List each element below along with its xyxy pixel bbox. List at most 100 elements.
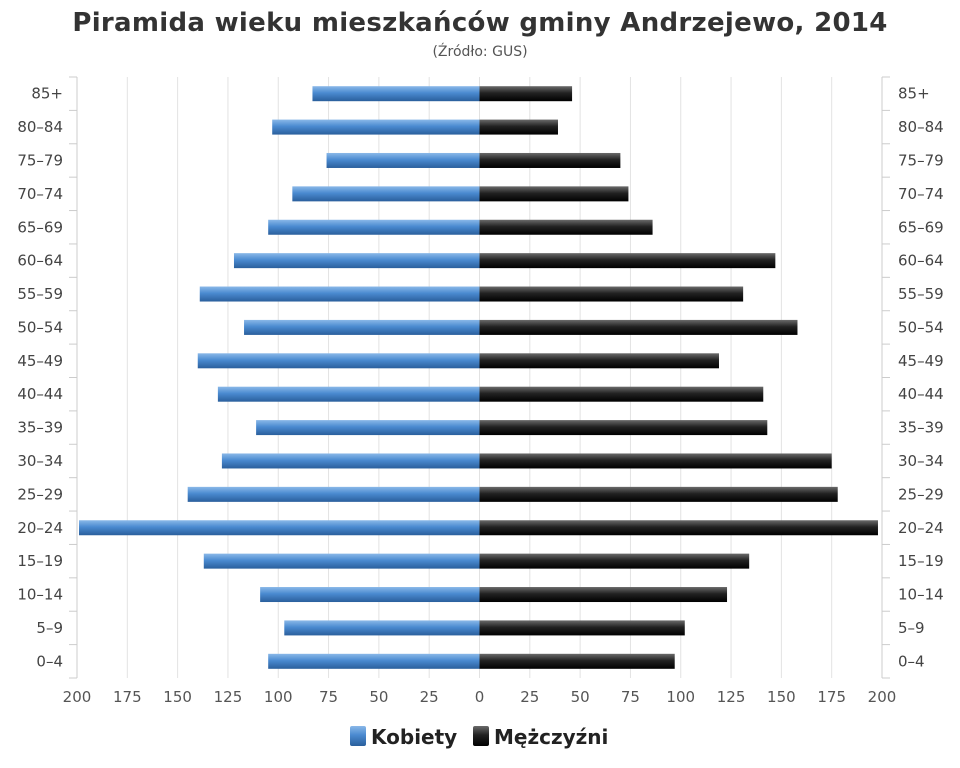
x-tick-label: 75 (621, 688, 640, 706)
x-tick-label: 200 (868, 688, 897, 706)
category-label-right: 45–49 (898, 352, 944, 370)
category-label-left: 30–34 (17, 452, 63, 470)
category-label-left: 25–29 (17, 485, 63, 503)
x-tick-label: 50 (571, 688, 590, 706)
bar-kobiety (217, 386, 480, 402)
axis-labels: 200 175 150 125 100 75 50 25 0 25 50 75 100 125 150 175… (17, 85, 943, 706)
category-label-left: 5–9 (36, 619, 63, 637)
category-label-left: 55–59 (17, 285, 63, 303)
x-tick-label: 175 (113, 688, 142, 706)
bar-kobiety (268, 653, 480, 669)
bar-kobiety (187, 486, 480, 502)
bar-kobiety (326, 152, 480, 168)
bar-mezczyzni (479, 319, 798, 335)
bar-mezczyzni (479, 219, 653, 235)
x-tick-label: 150 (767, 688, 796, 706)
bar-kobiety (256, 420, 480, 436)
bar-mezczyzni (479, 119, 558, 135)
category-label-left: 65–69 (17, 218, 63, 236)
legend[interactable]: Kobiety Mężczyźni (350, 725, 608, 749)
category-label-left: 15–19 (17, 552, 63, 570)
chart-subtitle: (Źródło: GUS) (432, 44, 528, 60)
bar-kobiety (268, 219, 480, 235)
bar-kobiety (260, 587, 480, 603)
bar-mezczyzni (479, 453, 832, 469)
category-label-left: 40–44 (17, 385, 63, 403)
category-label-right: 65–69 (898, 218, 944, 236)
bar-kobiety (284, 620, 480, 636)
category-label-right: 55–59 (898, 285, 944, 303)
category-label-right: 0–4 (898, 652, 925, 670)
category-label-right: 25–29 (898, 485, 944, 503)
bar-kobiety (79, 520, 480, 536)
category-label-left: 0–4 (36, 652, 63, 670)
x-tick-label: 100 (264, 688, 293, 706)
category-label-right: 35–39 (898, 419, 944, 437)
bar-kobiety (292, 186, 480, 202)
x-tick-label: 75 (319, 688, 338, 706)
category-label-left: 45–49 (17, 352, 63, 370)
bar-mezczyzni (479, 86, 573, 102)
bar-mezczyzni (479, 486, 838, 502)
legend-item-mezczyzni[interactable]: Mężczyźni (494, 725, 608, 749)
bar-mezczyzni (479, 286, 744, 302)
category-label-left: 60–64 (17, 252, 63, 270)
bars (79, 86, 878, 669)
x-tick-label: 175 (817, 688, 846, 706)
bar-mezczyzni (479, 186, 629, 202)
x-tick-label: 25 (520, 688, 539, 706)
legend-swatch[interactable] (473, 726, 489, 746)
category-label-right: 30–34 (898, 452, 944, 470)
axes (69, 76, 890, 679)
legend-item-kobiety[interactable]: Kobiety (371, 725, 457, 749)
bar-mezczyzni (479, 353, 719, 369)
category-label-left: 35–39 (17, 419, 63, 437)
category-label-left: 10–14 (17, 586, 63, 604)
bar-mezczyzni (479, 653, 675, 669)
category-label-left: 70–74 (17, 185, 63, 203)
bar-kobiety (312, 86, 480, 102)
bar-mezczyzni (479, 386, 764, 402)
bar-kobiety (203, 553, 480, 569)
x-tick-label: 150 (163, 688, 192, 706)
category-label-right: 60–64 (898, 252, 944, 270)
x-tick-label: 200 (63, 688, 92, 706)
bar-kobiety (233, 253, 480, 269)
bar-mezczyzni (479, 620, 685, 636)
category-label-left: 85+ (31, 85, 63, 103)
x-tick-label: 125 (717, 688, 746, 706)
category-label-right: 80–84 (898, 118, 944, 136)
category-label-right: 75–79 (898, 151, 944, 169)
bar-mezczyzni (479, 520, 878, 536)
x-tick-label: 50 (369, 688, 388, 706)
bar-kobiety (221, 453, 480, 469)
category-label-right: 50–54 (898, 318, 944, 336)
bar-kobiety (272, 119, 480, 135)
x-tick-label: 25 (420, 688, 439, 706)
category-label-right: 70–74 (898, 185, 944, 203)
category-label-left: 50–54 (17, 318, 63, 336)
category-label-right: 10–14 (898, 586, 944, 604)
category-label-right: 85+ (898, 85, 930, 103)
x-tick-label: 125 (214, 688, 243, 706)
bar-kobiety (197, 353, 480, 369)
category-label-left: 75–79 (17, 151, 63, 169)
category-label-right: 20–24 (898, 519, 944, 537)
bar-mezczyzni (479, 253, 776, 269)
bar-mezczyzni (479, 420, 768, 436)
bar-kobiety (199, 286, 480, 302)
x-tick-label: 100 (666, 688, 695, 706)
chart-title: Piramida wieku mieszkańców gminy Andrzej… (72, 8, 888, 38)
category-label-right: 5–9 (898, 619, 925, 637)
legend-swatch[interactable] (350, 726, 366, 746)
category-label-left: 20–24 (17, 519, 63, 537)
category-label-right: 15–19 (898, 552, 944, 570)
bar-mezczyzni (479, 152, 621, 168)
bar-kobiety (244, 319, 480, 335)
bar-mezczyzni (479, 553, 750, 569)
category-label-right: 40–44 (898, 385, 944, 403)
x-tick-label: 0 (475, 688, 485, 706)
category-label-left: 80–84 (17, 118, 63, 136)
bar-mezczyzni (479, 587, 728, 603)
